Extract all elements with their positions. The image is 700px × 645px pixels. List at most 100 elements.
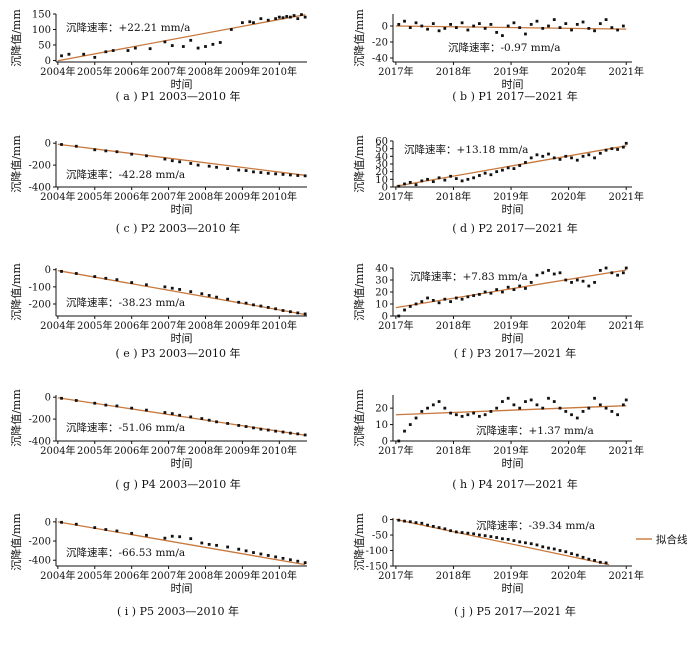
data-point (570, 281, 573, 284)
y-tick-label: -200 (29, 161, 51, 172)
data-point (403, 308, 406, 312)
y-tick-label: 60 (375, 137, 388, 148)
data-point (518, 284, 522, 288)
data-point (170, 286, 174, 290)
data-point (547, 396, 550, 400)
chart-panel-9: 2004年 2005年 2006年 2007年 2008年 2009年 2010年 -400 -… (9, 513, 307, 618)
data-point (501, 168, 504, 172)
data-point (466, 177, 470, 181)
y-axis-label: 沉降值/mm (9, 263, 23, 321)
data-point (575, 278, 579, 282)
data-point (598, 269, 602, 272)
data-point (552, 547, 556, 551)
data-point (472, 24, 476, 28)
x-tick-label: 2006年 (114, 444, 149, 457)
data-point (426, 296, 429, 300)
data-point (163, 411, 167, 414)
data-point (501, 290, 504, 294)
data-point (285, 15, 289, 18)
data-point (226, 297, 230, 301)
data-point (218, 41, 222, 44)
panel-caption: ( i ) P5 2003—2010 年 (117, 604, 239, 618)
fit-line (395, 25, 627, 30)
data-point (252, 21, 255, 25)
data-point (575, 23, 579, 26)
x-tick-label: 2021年 (609, 569, 644, 582)
data-point (281, 16, 285, 20)
data-point (501, 34, 504, 37)
y-tick-label: -150 (366, 562, 388, 573)
data-point (414, 416, 418, 420)
data-point (443, 297, 447, 301)
data-point (472, 411, 476, 415)
data-point (598, 560, 602, 564)
y-tick-label: 20 (375, 404, 388, 415)
rate-label: 沉降速率：+22.21 mm/a (66, 21, 190, 34)
data-point (552, 272, 556, 276)
y-tick-label: 0 (45, 139, 51, 150)
data-point (489, 291, 493, 295)
data-point (93, 55, 97, 59)
data-point (420, 24, 424, 28)
data-point (512, 403, 516, 407)
data-point (244, 549, 248, 553)
data-point (524, 541, 527, 545)
data-point (581, 20, 585, 24)
data-point (93, 275, 97, 278)
data-point (564, 154, 568, 158)
x-tick-label: 2010年 (262, 65, 297, 78)
data-point (558, 158, 562, 161)
data-point (575, 158, 579, 162)
data-point (547, 152, 550, 156)
data-point (130, 406, 134, 410)
x-tick-label: 2018年 (436, 569, 471, 582)
data-point (437, 29, 441, 33)
data-point (437, 176, 441, 180)
y-tick-label: 40 (375, 264, 388, 275)
x-tick-label: 2019年 (493, 190, 528, 203)
data-point (67, 52, 71, 56)
data-point (200, 417, 204, 420)
data-point (266, 18, 270, 22)
rate-label: 沉降速率：-0.97 mm/a (448, 41, 560, 54)
data-point (178, 535, 182, 539)
y-tick-label: -40 (372, 54, 388, 65)
data-point (207, 164, 211, 168)
x-tick-label: 2004年 (40, 319, 75, 332)
x-tick-label: 2006年 (114, 569, 149, 582)
data-point (145, 533, 148, 537)
data-point (163, 157, 167, 161)
data-point (408, 423, 412, 426)
data-point (489, 23, 493, 26)
data-point (535, 273, 539, 277)
y-tick-label: -200 (29, 300, 51, 311)
data-point (610, 271, 614, 275)
data-point (226, 545, 230, 549)
data-point (414, 183, 418, 187)
x-tick-label: 2009年 (225, 569, 260, 582)
y-tick-label: 0 (382, 22, 388, 33)
data-point (506, 24, 510, 28)
y-tick-label: -100 (29, 282, 51, 293)
data-point (296, 174, 300, 177)
data-point (431, 22, 435, 25)
data-point (512, 288, 516, 291)
data-point (616, 148, 620, 151)
chart-panel-2: 2017年 2018年 2019年 2020年 2021年 -40 -20 0 沉降速率：-0.… (352, 9, 644, 103)
x-tick-label: 2008年 (188, 444, 223, 457)
y-tick-label: -200 (29, 537, 51, 548)
x-tick-label: 2005年 (77, 319, 112, 332)
y-axis-label: 沉降值/mm (9, 9, 23, 67)
y-tick-label: 0 (45, 517, 51, 528)
y-tick-label: 40 (375, 152, 388, 163)
fit-line (395, 405, 627, 416)
y-tick-label: 150 (32, 10, 51, 21)
x-tick-label: 2006年 (114, 65, 149, 78)
x-tick-label: 2008年 (188, 319, 223, 332)
data-point (303, 174, 307, 178)
data-point (466, 295, 470, 299)
data-point (460, 531, 464, 534)
x-tick-label: 2019年 (493, 569, 528, 582)
data-point (552, 156, 556, 160)
